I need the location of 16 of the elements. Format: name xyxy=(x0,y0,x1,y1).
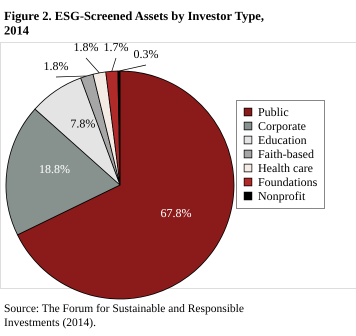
data-label: 1.8% xyxy=(74,40,98,54)
legend-label: Nonprofit xyxy=(258,189,306,203)
source-note: Source: The Forum for Sustainable and Responsible Investments (2014). xyxy=(4,303,244,329)
chart-title: Figure 2. ESG-Screened Assets by Investor Type, 2014 xyxy=(4,9,264,38)
legend-label: Education xyxy=(258,133,307,147)
data-label: 7.8% xyxy=(70,116,96,130)
data-label: 0.3% xyxy=(134,47,158,61)
legend-label: Public xyxy=(258,105,289,119)
legend-label: Faith-based xyxy=(258,147,314,161)
legend-label: Health care xyxy=(258,161,313,175)
legend-label: Foundations xyxy=(258,175,318,189)
data-label: 18.8% xyxy=(39,162,70,176)
data-label: 1.8% xyxy=(44,59,68,73)
data-label: 67.8% xyxy=(160,206,192,220)
data-label: 1.7% xyxy=(104,40,128,54)
legend-label: Corporate xyxy=(258,119,306,133)
